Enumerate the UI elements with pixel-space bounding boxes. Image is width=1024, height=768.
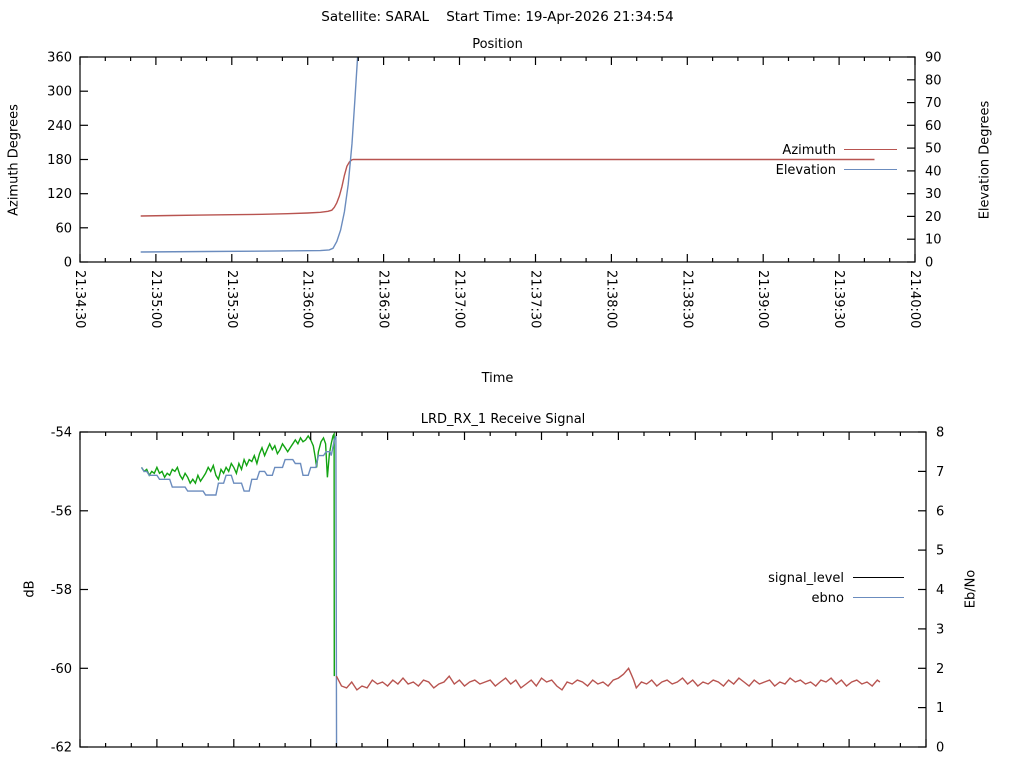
y-left-tick-label: -56 [51, 504, 72, 519]
x-tick-label: 21:37:30 [528, 270, 543, 328]
plot-border [79, 431, 927, 748]
legend-label-signal-level: signal_level [768, 571, 844, 586]
x-tick-label: 21:36:00 [300, 270, 315, 328]
legend-line-ebno [853, 597, 904, 598]
y-left-tick-label: 300 [47, 85, 72, 100]
ebno-line [140, 435, 338, 747]
y-left-tick-label: -58 [51, 583, 72, 598]
legend-label-azimuth: Azimuth [782, 143, 836, 158]
x-tick-label: 21:38:00 [603, 270, 618, 328]
legend-label-ebno: ebno [811, 591, 844, 606]
y-left-tick-label: 120 [47, 187, 72, 202]
x-tick-label: 21:39:00 [755, 270, 770, 328]
y-left-tick-label: 60 [55, 221, 72, 236]
legend-line-elevation [844, 169, 897, 170]
y-right-tick-label: 0 [925, 256, 933, 271]
y-right-tick-label: 4 [936, 583, 944, 598]
signal_level_acquired-line [140, 432, 335, 677]
y-right-tick-label: 70 [925, 96, 942, 111]
azimuth-axis-label: Azimuth Degrees [6, 104, 22, 216]
position-chart-title: Position [472, 37, 523, 52]
y-right-tick-label: 3 [936, 622, 944, 637]
signal_level_noise_floor-line [335, 667, 881, 691]
y-left-tick-label: 240 [47, 119, 72, 134]
x-tick-label: 21:35:00 [148, 270, 163, 328]
y-right-tick-label: 1 [936, 701, 944, 716]
legend-line-azimuth [844, 149, 897, 150]
db-axis-label: dB [22, 580, 38, 598]
x-tick-label: 21:34:30 [72, 270, 87, 328]
y-right-tick-label: 30 [925, 187, 942, 202]
x-tick-label: 21:39:30 [831, 270, 846, 328]
window-title: Satellite: SARAL Start Time: 19-Apr-2026… [321, 9, 674, 25]
y-right-tick-label: 20 [925, 210, 942, 225]
y-left-tick-label: -62 [51, 741, 72, 756]
legend-label-elevation: Elevation [775, 163, 836, 178]
x-tick-label: 21:38:30 [679, 270, 694, 328]
y-right-tick-label: 10 [925, 233, 942, 248]
y-right-tick-label: 6 [936, 504, 944, 519]
x-tick-label: 21:36:30 [376, 270, 391, 328]
y-left-tick-label: -54 [51, 426, 72, 441]
y-left-tick-label: 360 [47, 51, 72, 66]
y-right-tick-label: 50 [925, 142, 942, 157]
y-right-tick-label: 5 [936, 544, 944, 559]
y-right-tick-label: 2 [936, 662, 944, 677]
azimuth-line [140, 158, 875, 217]
position-chart: 21:34:30 21:35:00 21:35:30 21:36:00 21:36:30… [47, 51, 942, 329]
receive-signal-chart-title: LRD_RX_1 Receive Signal [420, 412, 586, 427]
receive-signal-chart: -62 -60 -58 -56 -54 0 1 2 3 4 5 6 7 8 [51, 426, 945, 756]
elevation-line [140, 57, 359, 253]
legend-line-signal-level [853, 577, 904, 578]
y-right-tick-label: 8 [936, 426, 944, 441]
y-right-tick-label: 80 [925, 73, 942, 88]
y-left-tick-label: -60 [51, 662, 72, 677]
x-tick-label: 21:35:30 [224, 270, 239, 328]
x-tick-label: 21:40:00 [907, 270, 922, 328]
y-right-tick-label: 60 [925, 119, 942, 134]
x-tick-label: 21:37:00 [452, 270, 467, 328]
elevation-axis-label: Elevation Degrees [977, 100, 993, 220]
time-axis-label: Time [481, 371, 514, 386]
y-left-tick-label: 0 [64, 256, 72, 271]
y-left-tick-label: 180 [47, 153, 72, 168]
y-right-tick-label: 0 [936, 741, 944, 756]
y-right-tick-label: 40 [925, 164, 942, 179]
y-right-tick-label: 90 [925, 51, 942, 66]
ebno-axis-label: Eb/No [963, 569, 979, 609]
y-right-tick-label: 7 [936, 465, 944, 480]
series-group [140, 57, 875, 253]
